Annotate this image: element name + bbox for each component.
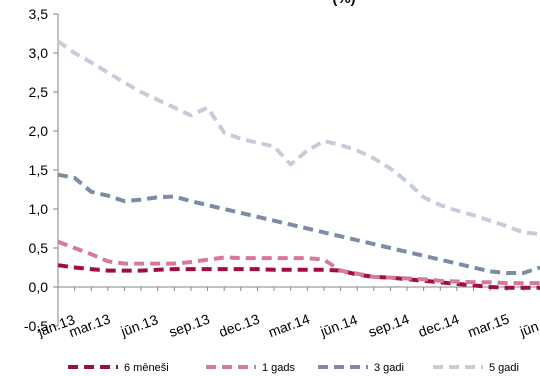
y-tick-label: 2,0 <box>29 123 49 139</box>
y-tick-label: 0,5 <box>29 240 49 256</box>
legend-label: 5 gadi <box>489 362 519 374</box>
y-tick-label: 0,0 <box>29 279 49 295</box>
x-tick-label: mar.14 <box>266 310 312 340</box>
series-line-4 <box>56 39 540 236</box>
x-tick-label: jūn.13 <box>118 311 160 339</box>
x-tick-label: sep.14 <box>366 311 411 340</box>
legend: 6 mēneši 1 gads 3 gadi 5 gadi <box>68 362 519 374</box>
y-tick-label: 2,5 <box>29 84 49 100</box>
y-tick-label: 1,0 <box>29 201 49 217</box>
x-tick-label: dec.13 <box>217 311 262 340</box>
legend-label: 1 gads <box>262 362 296 374</box>
x-tick-label: jūn.15 <box>517 311 540 339</box>
chart-title: (%) <box>332 0 355 7</box>
y-tick-label: 3,5 <box>29 6 49 22</box>
x-tick-label: mar.13 <box>67 310 113 340</box>
x-tick-label: mar.15 <box>466 310 512 340</box>
series-line-3 <box>57 172 540 275</box>
legend-label: 3 gadi <box>374 362 404 374</box>
x-tick-label: jūn.14 <box>317 311 359 339</box>
y-tick-label: 3,0 <box>29 45 49 61</box>
x-tick-label: dec.14 <box>416 311 461 340</box>
series-line-1 <box>57 263 540 290</box>
axes: -0,50,00,51,01,52,02,53,03,5jan.13mar.13… <box>24 6 540 340</box>
y-tick-label: -0,5 <box>24 318 48 334</box>
series-line-2 <box>57 239 540 286</box>
chart-title-layer: (%) <box>332 0 355 7</box>
series-layer <box>56 39 540 290</box>
legend-label: 6 mēneši <box>124 362 169 374</box>
y-tick-label: 1,5 <box>29 162 49 178</box>
x-tick-label: sep.13 <box>167 311 212 340</box>
